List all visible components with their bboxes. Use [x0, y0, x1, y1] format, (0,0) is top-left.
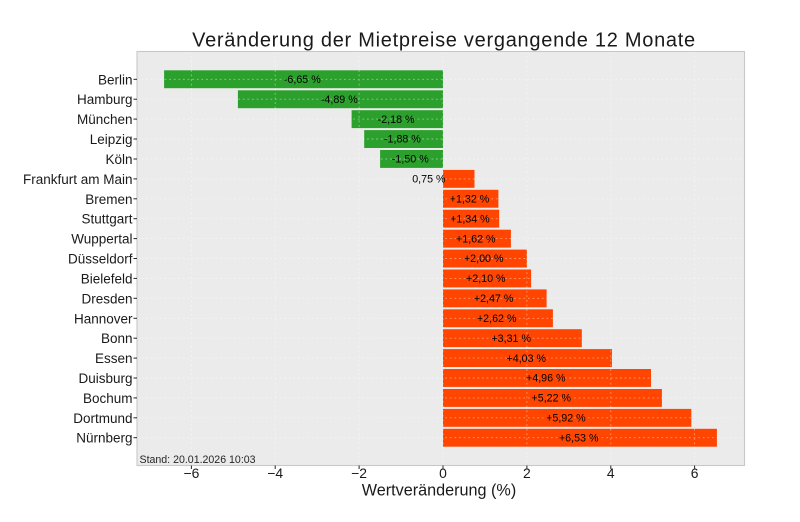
svg-text:Duisburg: Duisburg	[78, 371, 132, 386]
svg-text:−2: −2	[351, 465, 367, 481]
svg-text:Stuttgart: Stuttgart	[81, 212, 132, 227]
svg-text:Leipzig: Leipzig	[90, 132, 133, 147]
svg-text:0: 0	[439, 465, 447, 481]
svg-text:+2,62 %: +2,62 %	[477, 313, 517, 325]
svg-text:+2,10 %: +2,10 %	[466, 273, 506, 285]
svg-text:+5,22 %: +5,22 %	[532, 393, 572, 405]
svg-text:Hannover: Hannover	[74, 311, 133, 326]
svg-text:Köln: Köln	[105, 152, 132, 167]
svg-text:2: 2	[523, 465, 531, 481]
svg-text:+6,53 %: +6,53 %	[559, 432, 599, 444]
svg-text:Nürnberg: Nürnberg	[76, 431, 132, 446]
svg-text:Bonn: Bonn	[101, 331, 133, 346]
svg-text:Wertveränderung (%): Wertveränderung (%)	[362, 482, 516, 500]
svg-text:Wuppertal: Wuppertal	[71, 232, 132, 247]
svg-text:0,75 %: 0,75 %	[412, 174, 446, 186]
svg-text:+2,00 %: +2,00 %	[464, 253, 504, 265]
svg-text:−4: −4	[267, 465, 283, 481]
svg-text:-2,18 %: -2,18 %	[378, 114, 415, 126]
svg-text:Bremen: Bremen	[85, 192, 132, 207]
svg-text:Berlin: Berlin	[98, 72, 133, 87]
svg-text:-1,50 %: -1,50 %	[392, 154, 429, 166]
svg-text:Stand: 20.01.2026 10:03: Stand: 20.01.2026 10:03	[140, 454, 256, 466]
svg-text:Essen: Essen	[95, 351, 133, 366]
svg-text:+4,03 %: +4,03 %	[507, 353, 547, 365]
svg-text:+1,32 %: +1,32 %	[450, 194, 490, 206]
svg-text:4: 4	[607, 465, 615, 481]
svg-text:−6: −6	[183, 465, 199, 481]
svg-text:6: 6	[691, 465, 699, 481]
svg-text:-4,89 %: -4,89 %	[321, 94, 358, 106]
svg-text:+3,31 %: +3,31 %	[491, 333, 531, 345]
svg-text:+4,96 %: +4,96 %	[526, 373, 566, 385]
svg-text:München: München	[77, 112, 133, 127]
svg-text:Düsseldorf: Düsseldorf	[68, 252, 133, 267]
svg-text:Veränderung der Mietpreise ver: Veränderung der Mietpreise vergangende 1…	[192, 29, 696, 51]
svg-text:+5,92 %: +5,92 %	[546, 413, 586, 425]
svg-text:-1,88 %: -1,88 %	[384, 134, 421, 146]
svg-text:Bochum: Bochum	[83, 391, 133, 406]
svg-text:+1,62 %: +1,62 %	[456, 233, 496, 245]
svg-text:Dresden: Dresden	[81, 291, 132, 306]
svg-text:Frankfurt am Main: Frankfurt am Main	[23, 172, 133, 187]
svg-text:+2,47 %: +2,47 %	[474, 293, 514, 305]
svg-text:-6,65 %: -6,65 %	[284, 74, 321, 86]
svg-text:Dortmund: Dortmund	[73, 411, 132, 426]
svg-text:Hamburg: Hamburg	[77, 92, 133, 107]
svg-text:Bielefeld: Bielefeld	[81, 271, 133, 286]
svg-text:+1,34 %: +1,34 %	[450, 213, 490, 225]
